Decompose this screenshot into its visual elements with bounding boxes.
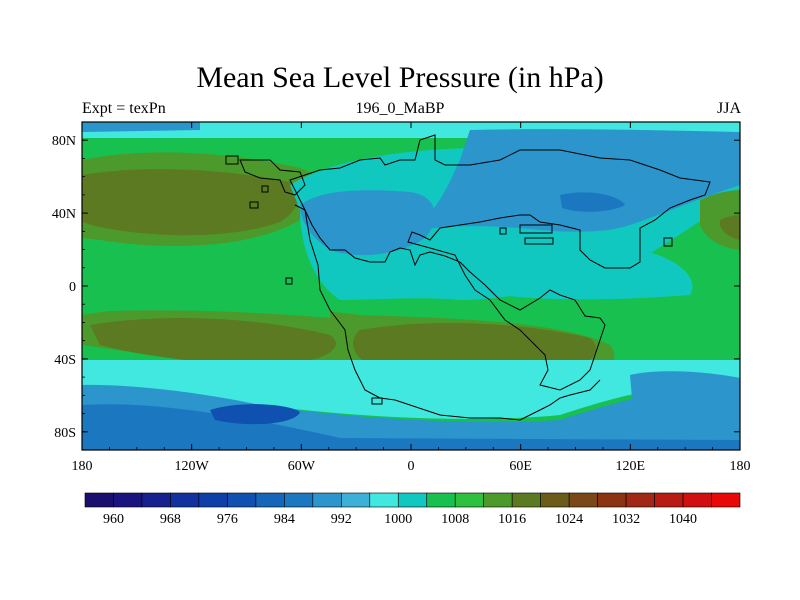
colorbar-label: 1000 [384,512,412,527]
colorbar-label: 984 [274,512,295,527]
colorbar-label: 1008 [441,512,469,527]
colorbar-swatch [426,492,456,508]
island-outline-7 [663,237,673,247]
colorbar-swatch [540,492,570,508]
time-label: 196_0_MaBP [355,100,445,117]
y-axis: 80N 40N 0 40S 80S [52,121,740,451]
colorbar-swatch [312,492,342,508]
colorbar-swatch [113,492,143,508]
x-tick-label: 120W [175,459,210,474]
colorbar-swatch [369,492,399,508]
southern-ocean-deep-low [210,404,300,425]
y-tick-label: 80N [52,134,76,149]
x-tick-label: 180 [72,459,93,474]
season-label: JJA [716,100,741,117]
tropical-indian-belt [430,236,693,300]
colorbar-label: 1024 [555,512,583,527]
y-tick-label: 40N [52,207,76,222]
colorbar-swatch [511,492,541,508]
n-atlantic-low [300,190,435,256]
americas-antarctic-outline [294,204,601,421]
colorbar-swatch [625,492,655,508]
experiment-label: Expt = texPn [82,100,166,117]
colorbar-swatch [654,492,684,508]
s-indian-low [630,371,740,420]
n-east-core [720,215,740,240]
n-pacific-high [82,169,299,236]
colorbar-label: 1016 [498,512,526,527]
continent-outlines [225,134,711,421]
colorbar-swatch [711,492,741,508]
colorbar-swatch [84,492,114,508]
southern-ocean-rim [82,360,740,419]
colorbar-label: 992 [331,512,352,527]
island-outline-5 [519,224,553,234]
x-tick-label: 120E [616,459,646,474]
island-outline [225,155,239,165]
equatorial-transition [82,292,330,318]
colorbar-label: 968 [160,512,181,527]
x-tick-label: 180 [730,459,751,474]
colorbar-swatch [597,492,627,508]
asian-monsoon-low [410,129,740,232]
colorbar-swatch [568,492,598,508]
island-outline-8 [285,277,293,285]
eurasia-africa-outline [289,134,711,391]
island-outline-4 [499,227,507,235]
y-tick-label: 40S [54,353,76,368]
arctic-deep-band [82,122,200,132]
y-tick-label: 80S [54,426,76,441]
asian-deep-low [560,192,625,212]
southern-ocean-outer [82,404,740,450]
colorbar-swatch [454,492,484,508]
x-axis: 180 120W 60W 0 60E 120E 180 [72,122,751,474]
x-tick-label: 0 [408,459,415,474]
s-pacific-high [90,317,336,364]
x-tick-label: 60E [509,459,532,474]
island-outline-2 [249,201,259,209]
colorbar-label: 1040 [669,512,697,527]
colorbar-swatch [255,492,285,508]
colorbar-swatch [284,492,314,508]
island-outline-3 [261,185,269,193]
pressure-field [82,122,740,450]
colorbar-label: 1032 [612,512,640,527]
colorbar-swatch [341,492,371,508]
north-america-outline [239,159,306,196]
colorbar-label: 960 [103,512,124,527]
y-tick-label: 0 [69,280,76,295]
island-outline-9 [371,397,383,405]
island-outline-6 [524,237,554,245]
colorbar-label: 976 [217,512,238,527]
colorbar: 960 968 976 984 992 1000 1008 1016 1024 1032 1040 [84,492,741,527]
colorbar-swatch [483,492,513,508]
colorbar-swatch [682,492,712,508]
colorbar-swatch [170,492,200,508]
x-tick-label: 60W [288,459,316,474]
colorbar-swatch [198,492,228,508]
colorbar-swatch [227,492,257,508]
colorbar-swatch [141,492,171,508]
chart-title: Mean Sea Level Pressure (in hPa) [196,61,604,94]
colorbar-swatch [397,492,428,508]
